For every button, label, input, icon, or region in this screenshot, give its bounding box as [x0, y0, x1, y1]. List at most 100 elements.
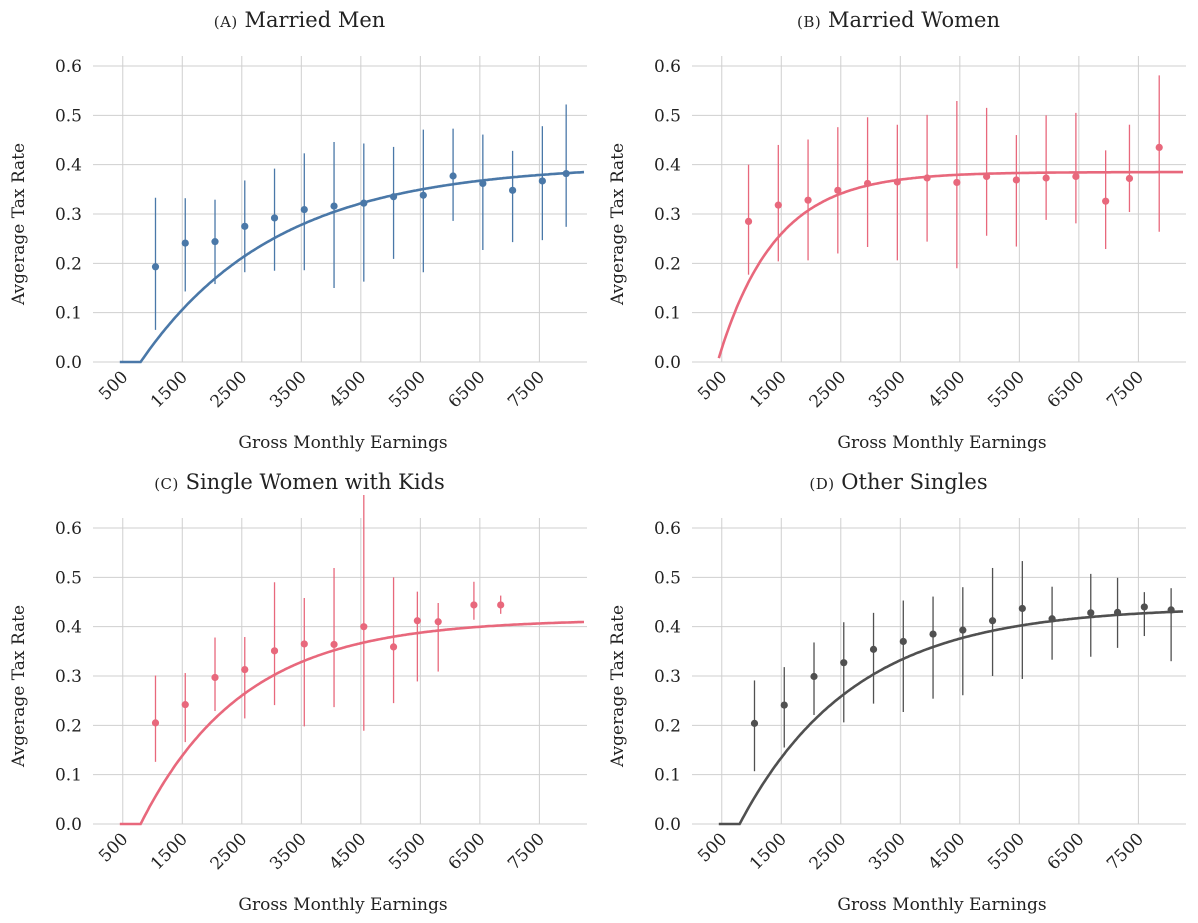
x-tick-label: 2500: [207, 829, 252, 874]
y-tick-label: 0.4: [55, 156, 82, 176]
data-point: [810, 672, 818, 681]
y-tick-labels: 0.0 0.1 0.2 0.3 0.4 0.5 0.6: [654, 57, 681, 373]
x-tick-label: 5500: [984, 367, 1029, 412]
x-tick-label: 7500: [504, 367, 549, 412]
y-tick-label: 0.5: [55, 568, 82, 588]
data-point: [211, 673, 219, 682]
data-point: [923, 174, 931, 182]
x-tick-label: 6500: [445, 367, 490, 412]
panel-single-women-with-kids: (C) Single Women with Kids 0.0 0.1 0.2 0.3 0…: [0, 462, 599, 923]
data-point: [479, 179, 487, 188]
fitted-curve: [119, 620, 584, 826]
x-tick-label: 3500: [865, 367, 910, 412]
data-point: [497, 601, 505, 609]
data-point: [270, 647, 279, 655]
data-point: [1167, 606, 1175, 614]
x-tick-label: 7500: [1103, 367, 1148, 412]
x-tick-label: 1500: [147, 367, 192, 412]
data-point: [1018, 604, 1026, 613]
data-point: [869, 645, 878, 653]
y-tick-label: 0.4: [55, 618, 82, 638]
data-point: [330, 640, 338, 649]
data-point: [1155, 143, 1163, 151]
data-point: [1140, 603, 1148, 611]
data-point: [1125, 174, 1134, 183]
panel-label: (B): [797, 13, 822, 31]
data-point: [241, 222, 249, 230]
x-tick-label: 500: [694, 367, 731, 404]
panel-label: (D): [809, 475, 835, 493]
data-point: [360, 623, 368, 631]
data-point: [211, 238, 219, 246]
data-point: [899, 637, 907, 646]
data-point: [840, 659, 848, 667]
chart-other-singles: 0.0 0.1 0.2 0.3 0.4 0.5 0.6 500 1500 2500 3500 4500…: [608, 518, 1186, 915]
y-tick-label: 0.0: [654, 815, 681, 835]
y-tick-label: 0.5: [654, 568, 681, 588]
y-tick-labels: 0.0 0.1 0.2 0.3 0.4 0.5 0.6: [654, 519, 681, 835]
x-axis-label: Gross Monthly Earnings: [837, 895, 1046, 915]
data-point: [1042, 174, 1050, 182]
data-point: [389, 193, 398, 201]
data-point: [1113, 608, 1122, 616]
data-point: [1102, 197, 1110, 205]
y-tick-label: 0.6: [55, 57, 82, 77]
data-point: [360, 199, 368, 207]
y-tick-label: 0.3: [55, 205, 82, 225]
y-tick-label: 0.5: [654, 106, 681, 126]
data-point: [434, 618, 442, 626]
data-points: [750, 561, 1175, 772]
fitted-curve: [718, 610, 1184, 826]
data-point: [744, 217, 753, 225]
data-point: [413, 617, 421, 625]
x-tick-label: 5500: [385, 829, 430, 874]
x-tick-label: 500: [95, 829, 132, 866]
y-axis-label: Avgerage Tax Rate: [608, 143, 628, 306]
data-point: [389, 643, 398, 651]
chart-single-women-with-kids: 0.0 0.1 0.2 0.3 0.4 0.5 0.6 500 1500 2500 3500 4500…: [9, 494, 587, 915]
x-tick-label: 6500: [1044, 367, 1089, 412]
grid: [93, 518, 587, 825]
y-tick-label: 0.6: [55, 519, 82, 539]
data-point: [1087, 609, 1095, 617]
data-point: [988, 617, 997, 625]
grid: [93, 56, 587, 363]
x-axis-label: Gross Monthly Earnings: [238, 895, 447, 915]
x-axis-label: Gross Monthly Earnings: [837, 433, 1046, 453]
x-tick-label: 3500: [865, 829, 910, 874]
x-tick-label: 4500: [925, 829, 970, 874]
panel-title: (B) Married Women: [599, 8, 1198, 32]
fitted-curve: [119, 170, 585, 364]
x-tick-label: 1500: [746, 367, 791, 412]
x-tick-labels: 500 1500 2500 3500 4500 5500 6500 7500: [694, 829, 1148, 874]
x-tick-label: 500: [694, 829, 731, 866]
data-point: [241, 665, 249, 674]
fitted-curve: [717, 170, 1183, 359]
y-tick-label: 0.4: [654, 618, 681, 638]
y-tick-label: 0.2: [55, 254, 82, 274]
x-tick-label: 5500: [385, 367, 430, 412]
panel-label: (C): [154, 475, 179, 493]
y-axis-label: Avgerage Tax Rate: [608, 605, 628, 768]
chart-married-women: 0.0 0.1 0.2 0.3 0.4 0.5 0.6 500 1500 2500 3500 4500…: [608, 56, 1186, 453]
x-tick-labels: 500 1500 2500 3500 4500 5500 6500 7500: [95, 829, 549, 874]
y-tick-label: 0.0: [55, 353, 82, 373]
x-tick-labels: 500 1500 2500 3500 4500 5500 6500 7500: [694, 367, 1148, 412]
x-tick-label: 1500: [746, 829, 791, 874]
x-tick-label: 7500: [504, 829, 549, 874]
x-tick-labels: 500 1500 2500 3500 4500 5500 6500 7500: [95, 367, 549, 412]
panel-married-women: (B) Married Women 0.0 0.1 0.2 0.3 0.4 0.5 0.6 5…: [599, 0, 1198, 461]
data-point: [300, 640, 308, 648]
y-tick-label: 0.3: [654, 667, 681, 687]
grid: [692, 518, 1186, 825]
data-point: [893, 178, 901, 186]
data-point: [419, 191, 427, 199]
data-point: [181, 239, 189, 247]
x-tick-label: 6500: [1044, 829, 1089, 874]
data-point: [929, 630, 937, 638]
x-tick-label: 2500: [207, 367, 252, 412]
x-tick-label: 2500: [806, 829, 851, 874]
x-tick-label: 500: [95, 367, 132, 404]
data-point: [959, 626, 967, 634]
y-axis-label: Avgerage Tax Rate: [9, 605, 29, 768]
